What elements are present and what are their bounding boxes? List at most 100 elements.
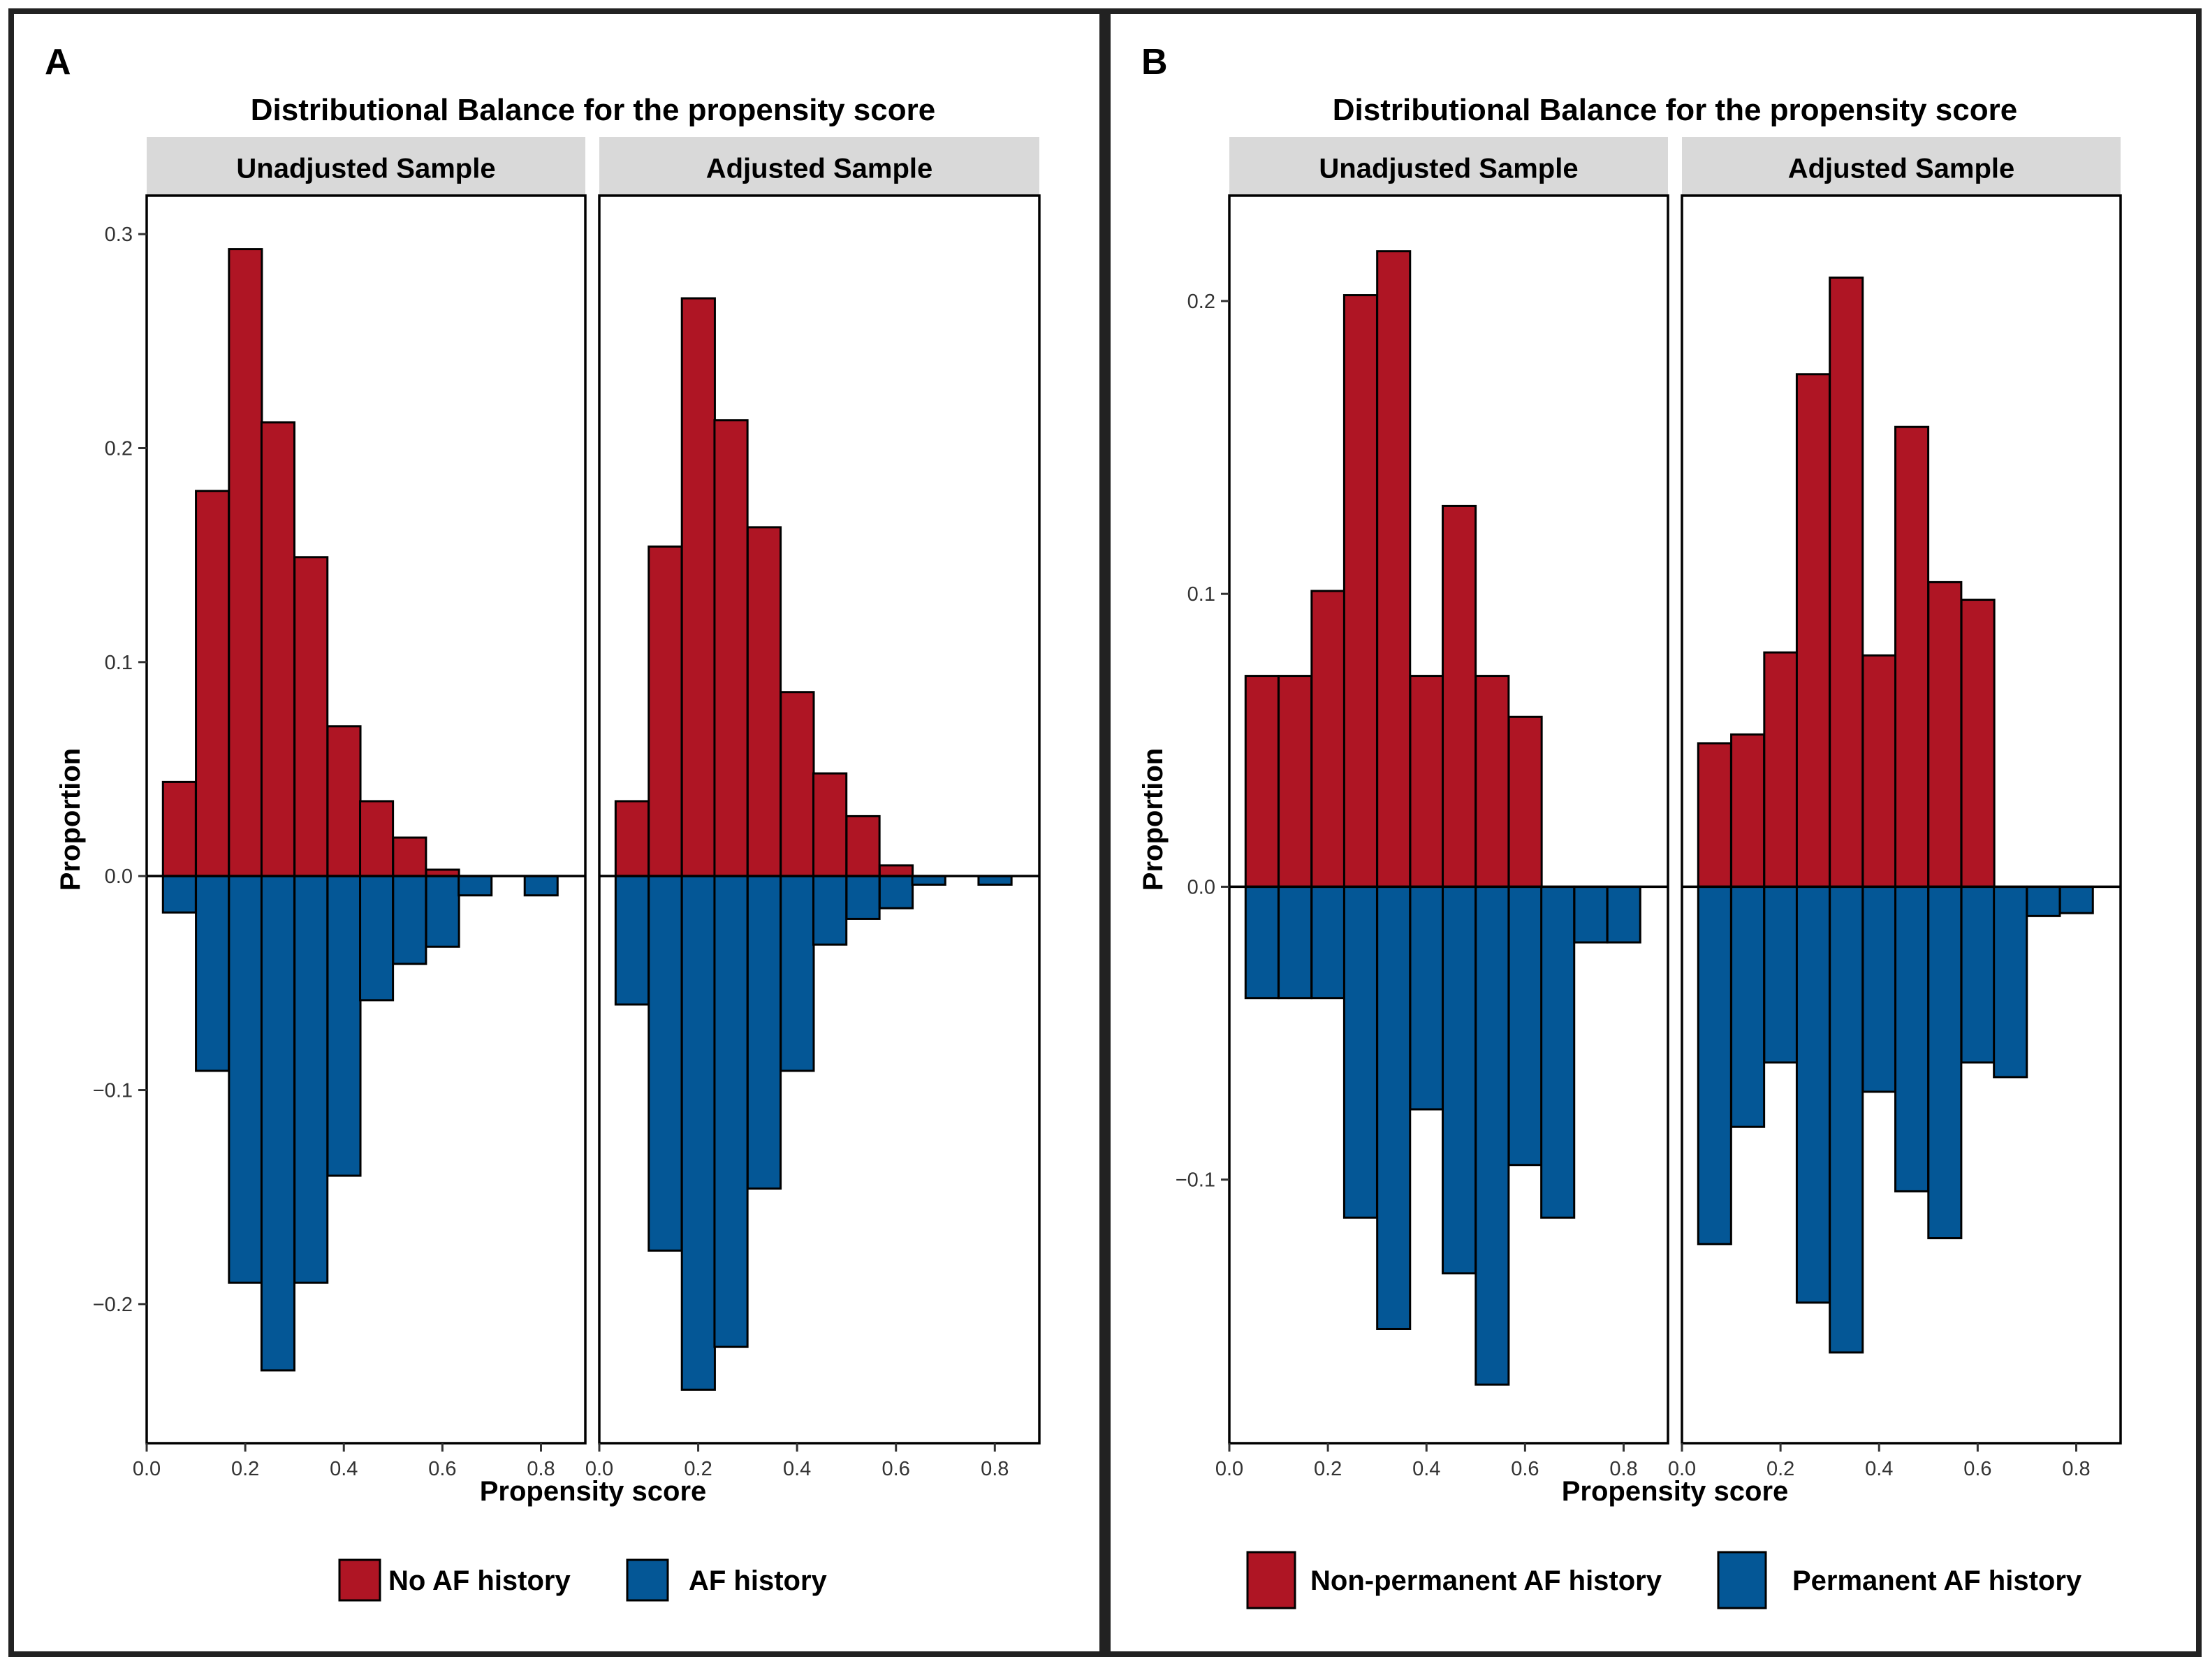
bar-red-7 <box>1474 675 1510 888</box>
bar-blue-5 <box>1861 885 1897 1093</box>
bar-red-7 <box>392 836 427 877</box>
bar-blue-3 <box>713 875 749 1348</box>
x-tick-label: 0.4 <box>1865 1458 1893 1480</box>
bar-blue-4 <box>1376 885 1412 1330</box>
bar-red-2 <box>228 248 263 877</box>
bar-red-2 <box>1310 590 1346 888</box>
legend-label: Permanent AF history <box>1792 1565 2082 1596</box>
bar-red-3 <box>260 421 295 877</box>
y-tick-label: 0.1 <box>105 652 133 674</box>
bar-blue-8 <box>878 875 914 910</box>
bar-red-8 <box>1960 599 1996 888</box>
x-tick-label: 0.4 <box>1412 1458 1440 1480</box>
bar-blue-6 <box>359 875 395 1002</box>
bar-red-6 <box>812 772 848 877</box>
bar-blue-7 <box>845 875 881 920</box>
plot-frame <box>598 194 1041 1445</box>
bar-red-7 <box>845 815 881 877</box>
bar-blue-1 <box>1730 885 1766 1128</box>
x-tick-label: 0.2 <box>684 1458 712 1480</box>
bar-red-8 <box>1507 715 1543 888</box>
bar-red-1 <box>647 545 683 877</box>
bar-blue-5 <box>326 875 362 1177</box>
bar-red-6 <box>359 800 395 877</box>
bar-blue-6 <box>812 875 848 946</box>
facet-strip <box>599 137 1039 196</box>
bar-blue-0 <box>1244 885 1280 1000</box>
legend: No AF history AF history <box>338 1558 828 1602</box>
x-tick-label: 0.4 <box>330 1458 358 1480</box>
bar-blue-2 <box>228 875 263 1284</box>
bar-blue-11 <box>523 875 559 897</box>
bar-red-0 <box>614 800 650 877</box>
bar-blue-11 <box>2058 885 2094 914</box>
bar-blue-10 <box>2026 885 2061 917</box>
bar-blue-11 <box>977 875 1013 886</box>
x-tick-label: 0.8 <box>1609 1458 1637 1480</box>
bar-red-0 <box>161 780 197 877</box>
legend-swatch-blue <box>1717 1551 1767 1609</box>
facet-unadjusted: Unadjusted Sample 0.0 0.2 0.4 0.6 0.8 <box>1215 137 1669 1480</box>
bar-blue-1 <box>647 875 683 1252</box>
x-tick-label: 0.8 <box>981 1458 1009 1480</box>
panel-frame <box>8 8 1105 1657</box>
bar-red-3 <box>1795 373 1831 888</box>
y-tick-label: 0.3 <box>105 224 133 246</box>
bar-blue-3 <box>260 875 295 1372</box>
facet-unadjusted: Unadjusted Sample 0.0 0.2 0.4 0.6 0.8 <box>133 137 587 1480</box>
x-tick-label: 0.0 <box>1668 1458 1696 1480</box>
bar-blue-3 <box>1795 885 1831 1304</box>
bar-blue-4 <box>746 875 782 1190</box>
legend-label: No AF history <box>388 1565 571 1596</box>
bar-red-6 <box>1894 425 1930 888</box>
bar-red-4 <box>1829 276 1864 888</box>
x-axis-label: Propensity score <box>480 1476 707 1507</box>
bar-red-1 <box>195 490 230 877</box>
facet-adjusted: Adjusted Sample 0.0 0.2 0.4 0.6 0.8 <box>585 137 1041 1480</box>
y-axis-label: Proportion <box>55 748 86 891</box>
y-tick-label: −0.1 <box>1176 1169 1215 1192</box>
bar-red-4 <box>1376 250 1412 888</box>
bar-blue-0 <box>614 875 650 1006</box>
x-tick-label: 0.6 <box>428 1458 456 1480</box>
y-tick-label: 0.0 <box>105 865 133 888</box>
bar-blue-5 <box>780 875 815 1072</box>
bar-blue-7 <box>1474 885 1510 1386</box>
bar-blue-0 <box>161 875 197 914</box>
bar-blue-8 <box>425 875 460 948</box>
x-tick-label: 0.0 <box>585 1458 613 1480</box>
x-tick-label: 0.8 <box>2062 1458 2090 1480</box>
facet-label: Adjusted Sample <box>706 154 933 184</box>
bar-red-3 <box>713 419 749 877</box>
x-tick-label: 0.2 <box>1314 1458 1342 1480</box>
bar-red-2 <box>1763 651 1799 888</box>
bar-blue-1 <box>195 875 230 1072</box>
y-tick-label: 0.2 <box>105 437 133 460</box>
x-tick-label: 0.0 <box>1215 1458 1243 1480</box>
chart-panel-b: B Distributional Balance for the propensi… <box>1105 8 2202 1657</box>
y-tick-label: 0.1 <box>1187 583 1215 606</box>
bar-blue-11 <box>1606 885 1641 944</box>
bar-red-0 <box>1244 675 1280 888</box>
bar-blue-9 <box>1993 885 2028 1079</box>
x-tick-label: 0.0 <box>133 1458 161 1480</box>
x-tick-label: 0.6 <box>1963 1458 1991 1480</box>
bar-blue-3 <box>1342 885 1378 1219</box>
bar-red-4 <box>746 526 782 877</box>
bar-blue-2 <box>680 875 716 1391</box>
bar-blue-9 <box>458 875 493 897</box>
bar-blue-7 <box>392 875 427 965</box>
bar-blue-6 <box>1894 885 1930 1192</box>
x-axis-label: Propensity score <box>1562 1476 1789 1507</box>
plot-frame <box>1228 194 1669 1445</box>
legend-label: AF history <box>689 1565 828 1596</box>
x-tick-label: 0.2 <box>1766 1458 1794 1480</box>
facet-label: Unadjusted Sample <box>236 154 495 184</box>
legend-swatch-blue <box>626 1558 669 1602</box>
facet-strip <box>1229 137 1668 196</box>
x-tick-label: 0.4 <box>783 1458 811 1480</box>
legend-swatch-red <box>1246 1551 1296 1609</box>
facet-label: Unadjusted Sample <box>1319 154 1578 184</box>
x-tick-label: 0.2 <box>231 1458 259 1480</box>
